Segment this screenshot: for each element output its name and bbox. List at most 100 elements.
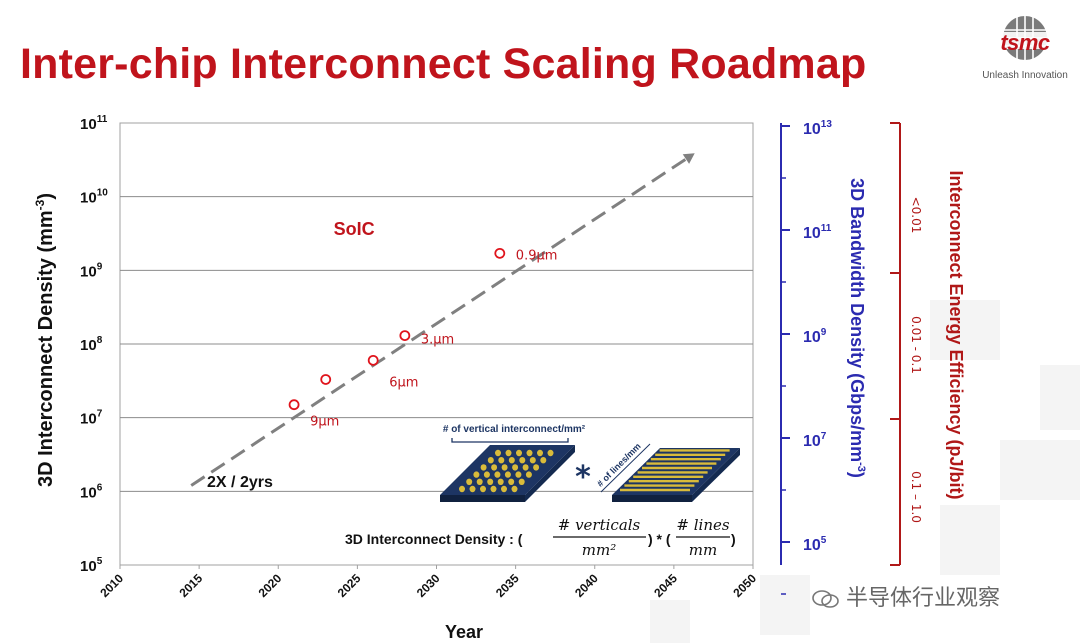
interconnect-bump (516, 449, 522, 457)
y-tick-label: 105 (80, 556, 103, 575)
trend-line (190, 155, 691, 487)
interconnect-bump (504, 471, 511, 478)
data-point (367, 354, 379, 366)
x-tick-label: 2050 (730, 571, 759, 600)
interconnect-bump (469, 485, 476, 493)
formula-prefix: 3D Interconnect Density : ( (345, 531, 523, 547)
interconnect-bump (501, 485, 507, 493)
interconnect-bump (494, 471, 501, 478)
interconnect-bump (491, 464, 498, 471)
interconnect-bump (526, 449, 533, 457)
interconnect-bump (497, 478, 504, 485)
data-label: 9μm (310, 415, 339, 430)
bump-chip-edge (525, 445, 575, 502)
interconnect-bump (522, 464, 529, 471)
formula-numerator-verticals: # verticals (558, 516, 641, 534)
formula-denominator-mm: mm (689, 541, 717, 559)
lines-chip-edge (692, 448, 740, 502)
y-tick-label: 1010 (80, 188, 108, 207)
bandwidth-tick-label: 109 (803, 327, 827, 346)
trend-label: 2X / 2yrs (207, 474, 273, 491)
bandwidth-axis-title: 3D Bandwidth Density (Gbps/mm-3) (847, 178, 867, 478)
interconnect-bump (525, 471, 532, 478)
vertical-interconnect-label: # of vertical interconnect/mm² (443, 424, 586, 435)
interconnect-bump (466, 478, 473, 485)
wechat-icon (812, 590, 839, 608)
x-axis-title: Year (445, 622, 483, 642)
interconnect-bump (512, 464, 519, 471)
lines-chip-side (612, 495, 692, 502)
trend-arrowhead (682, 153, 695, 164)
interconnect-bump (537, 449, 543, 457)
data-label: 6μm (389, 375, 418, 390)
interconnect-bump (518, 478, 525, 485)
interconnect-bump (547, 449, 554, 457)
data-label: 0.9μm (516, 248, 558, 263)
interconnect-bump (519, 457, 526, 464)
interconnect-bump (515, 471, 522, 478)
interconnect-bump (487, 478, 494, 485)
interconnect-bump (473, 471, 480, 478)
background-tile (1000, 440, 1080, 500)
y-tick-label: 108 (80, 335, 103, 354)
data-point (320, 374, 332, 385)
background-tile (1040, 365, 1080, 430)
interconnect-bump (483, 471, 490, 478)
x-tick-label: 2030 (414, 571, 443, 600)
data-label: 3.μm (421, 333, 454, 348)
bandwidth-tick-label: 1011 (803, 223, 832, 242)
background-tile (930, 300, 1000, 360)
interconnect-bump (508, 457, 515, 464)
x-tick-label: 2020 (256, 571, 285, 600)
x-tick-label: 2040 (572, 571, 601, 600)
data-point (288, 399, 300, 411)
watermark: 半导体行业观察 (812, 580, 1000, 612)
interconnect-bump (533, 464, 540, 471)
formula-denominator-mm2: mm² (582, 541, 616, 559)
multiply-sign: * (575, 460, 591, 495)
bandwidth-tick-label: 107 (803, 431, 827, 450)
background-tile (650, 600, 690, 643)
bump-chip-top (440, 445, 575, 495)
interconnect-bump (505, 449, 512, 457)
bandwidth-tick-label: 1013 (803, 119, 832, 138)
x-tick-label: 2025 (335, 571, 364, 600)
logo-text: tsmc (1000, 30, 1050, 55)
interconnect-bump (480, 485, 486, 493)
x-tick-label: 2015 (176, 571, 205, 600)
interconnect-bump (508, 478, 515, 485)
lines-bracket (600, 443, 651, 493)
interconnect-bump (476, 478, 483, 485)
interconnect-bump (495, 449, 501, 457)
interconnect-bump (480, 464, 487, 471)
energy-tick-label: 0.1 – 1.0 (909, 471, 923, 523)
background-tile (760, 575, 810, 635)
interconnect-bump (529, 457, 536, 464)
interconnect-bump (540, 457, 547, 464)
interconnect-bump (501, 464, 508, 471)
inset-illustration: # of vertical interconnect/mm²* # of line… (345, 424, 740, 559)
formula-numerator-lines: # lines (676, 516, 729, 534)
y-tick-label: 106 (80, 482, 103, 501)
energy-axis-title: Interconnect Energy Efficiency (pJ/bit) (946, 170, 966, 499)
y-tick-label: 107 (80, 409, 103, 428)
interconnect-bump (487, 457, 494, 464)
watermark-text: 半导体行业观察 (846, 586, 1001, 611)
logo-wafer-icon (997, 16, 1053, 60)
data-point (494, 247, 506, 259)
x-tick-label: 2035 (493, 571, 522, 600)
interconnect-bump (498, 457, 505, 464)
inset-bracket (451, 438, 569, 443)
x-tick-label: 2045 (651, 571, 680, 600)
formula-close: ) (731, 531, 736, 547)
y-tick-label: 1011 (80, 114, 108, 133)
page-title: Inter-chip Interconnect Scaling Roadmap (20, 40, 867, 88)
interconnect-bump (459, 485, 465, 493)
interconnect-bump (490, 485, 497, 493)
energy-tick-label: <0.01 (909, 197, 923, 234)
interconnect-bump (511, 485, 518, 493)
data-point (399, 330, 411, 342)
formula-operator: ) * ( (648, 531, 671, 547)
y-axis-title: 3D Interconnect Density (mm-3) (33, 193, 57, 487)
